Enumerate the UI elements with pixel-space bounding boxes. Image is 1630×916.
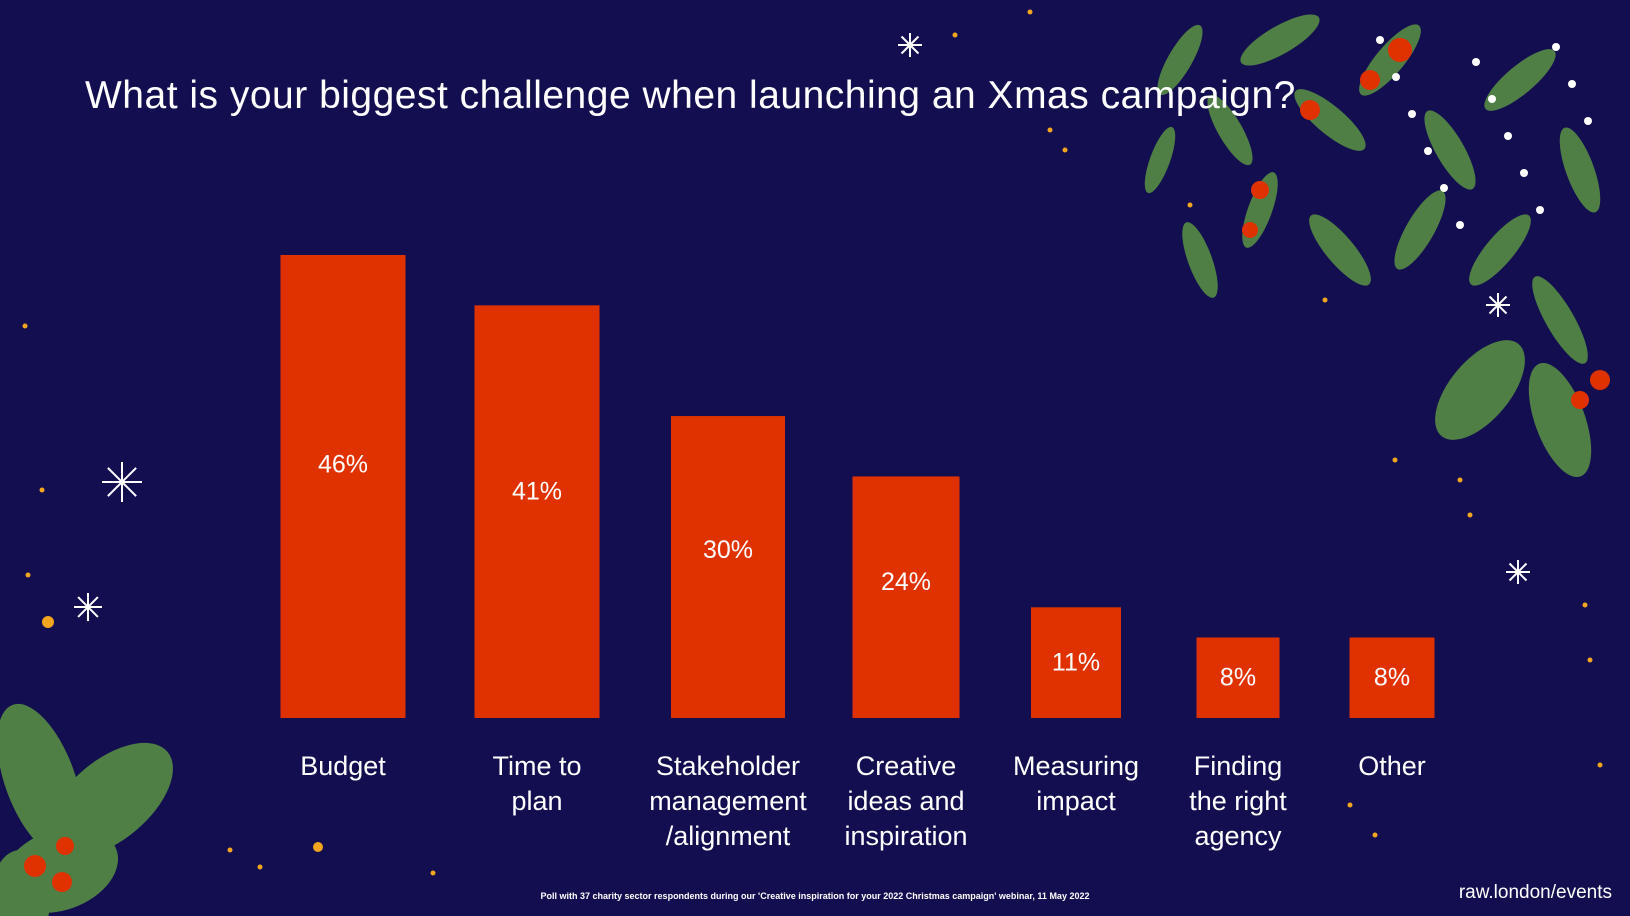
data-label: 30% [703,536,753,564]
category-label: Finding [1194,751,1283,781]
berry [1590,370,1610,390]
berry [1388,38,1412,62]
mistletoe-berry [1376,36,1384,44]
leaf [1182,222,1218,298]
mistletoe-berry [1584,117,1592,125]
category-label: the right [1189,786,1287,816]
dot [1322,297,1328,303]
dot [42,616,54,628]
brand-link[interactable]: raw.london/events [1458,882,1612,903]
snowflake [107,467,137,497]
berry [1251,181,1269,199]
category-label: ideas and [847,786,964,816]
dot [952,32,958,38]
data-label: 24% [881,568,931,596]
dot [39,487,45,493]
berry [24,855,46,877]
bar [1196,637,1280,718]
leaf [1240,14,1320,66]
snowflake [77,596,99,618]
dot [257,864,263,870]
data-label: 46% [318,451,368,479]
category-label: Other [1358,751,1426,781]
dot [1392,457,1398,463]
bar [852,476,960,718]
dot [1372,832,1378,838]
category-label: Creative [856,751,957,781]
leaf [1559,127,1601,213]
dot [1467,512,1473,518]
leaf [1144,126,1176,194]
mistletoe-berry [1456,221,1464,229]
leaf [1207,94,1253,166]
mistletoe-berry [1424,147,1432,155]
leaf [1424,110,1476,190]
berry [1242,222,1258,238]
dot [430,870,436,876]
berry [1360,70,1380,90]
dot [1187,202,1193,208]
dot [1587,657,1593,663]
dot [1047,127,1053,133]
leaf [1532,276,1588,364]
category-label: management [649,786,807,816]
mistletoe-berry [1552,43,1560,51]
category-label: Measuring [1013,751,1139,781]
bar [474,305,600,718]
bar [1349,637,1435,718]
category-label: agency [1194,821,1282,851]
category-label: inspiration [844,821,967,851]
leaf [1394,190,1446,270]
dot [1062,147,1068,153]
dot [313,842,323,852]
leaf [1528,362,1592,478]
berry [56,837,74,855]
dot [1027,9,1033,15]
category-label: /alignment [666,821,791,851]
snowflake [900,35,920,55]
mistletoe-berry [1472,58,1480,66]
leaf [1469,214,1531,286]
mistletoe-berry [1392,73,1400,81]
bar [671,416,785,718]
leaf [1484,49,1556,111]
data-label: 8% [1374,664,1410,692]
data-label: 11% [1052,649,1100,677]
mistletoe-berry [1568,80,1576,88]
chart-title: What is your biggest challenge when laun… [85,74,1296,117]
category-label: plan [511,786,562,816]
leaf [1309,214,1371,286]
mistletoe-berry [1488,95,1496,103]
mistletoe-berry [1520,169,1528,177]
dot [22,323,28,329]
bar [1031,607,1121,718]
dot [1582,602,1588,608]
dot [25,572,31,578]
category-label: impact [1036,786,1116,816]
leaf [1435,340,1525,440]
footnote: Poll with 37 charity sector respondents … [540,891,1090,901]
category-label: Time to [492,751,581,781]
leaf [1157,24,1203,96]
data-label: 41% [512,477,562,505]
snowflake [1508,562,1528,582]
berry [1571,391,1589,409]
dot [1597,762,1603,768]
berry [1300,100,1320,120]
bar [280,255,406,718]
data-label: 8% [1220,664,1256,692]
category-label: Stakeholder [656,751,800,781]
category-label: Budget [300,751,386,781]
dot [227,847,233,853]
snowflake [1488,295,1508,315]
mistletoe-berry [1536,206,1544,214]
dot [1457,477,1463,483]
dot [1347,802,1353,808]
mistletoe-berry [1440,184,1448,192]
mistletoe-berry [1408,110,1416,118]
berry [52,872,72,892]
mistletoe-berry [1504,132,1512,140]
